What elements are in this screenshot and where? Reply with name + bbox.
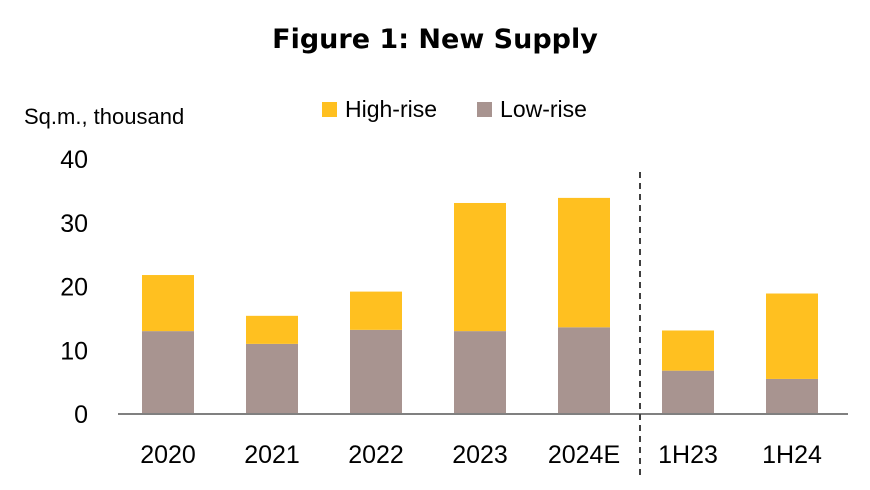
bar-low-rise-2024e [558,327,610,414]
y-tick-label-30: 30 [60,210,88,238]
x-tick-label-2022: 2022 [348,441,404,469]
bar-high-rise-1h24 [766,293,818,379]
bar-low-rise-2023 [454,331,506,414]
y-tick-label-40: 40 [60,146,88,174]
legend-label-low-rise: Low-rise [500,96,587,122]
legend-item-low-rise: Low-rise [477,96,587,123]
legend-label-high-rise: High-rise [345,96,438,122]
y-tick-label-0: 0 [74,401,88,429]
x-tick-label-2021: 2021 [244,441,300,469]
x-tick-label-1h24: 1H24 [762,441,822,469]
bar-high-rise-2021 [246,315,298,344]
bar-low-rise-2020 [142,331,194,414]
bar-low-rise-1h24 [766,378,818,414]
bar-high-rise-1h23 [662,330,714,371]
legend-swatch-low-rise [477,102,493,117]
chart-title: Figure 1: New Supply [272,24,598,55]
y-tick-label-10: 10 [60,337,88,365]
x-tick-label-1h23: 1H23 [658,441,718,469]
x-tick-label-2020: 2020 [140,441,196,469]
bar-high-rise-2024e [558,197,610,328]
bar-low-rise-1h23 [662,370,714,414]
bar-high-rise-2022 [350,291,402,330]
x-tick-label-2024e: 2024E [548,441,620,469]
y-axis-unit-label: Sq.m., thousand [24,104,185,129]
bar-high-rise-2020 [142,275,194,332]
legend-item-high-rise: High-rise [322,96,437,123]
y-tick-label-20: 20 [60,274,88,302]
bar-high-rise-2023 [454,202,506,332]
bar-low-rise-2021 [246,343,298,414]
chart-legend: High-rise Low-rise [322,96,627,123]
x-tick-label-2023: 2023 [452,441,508,469]
bar-low-rise-2022 [350,329,402,414]
legend-swatch-high-rise [322,102,337,117]
